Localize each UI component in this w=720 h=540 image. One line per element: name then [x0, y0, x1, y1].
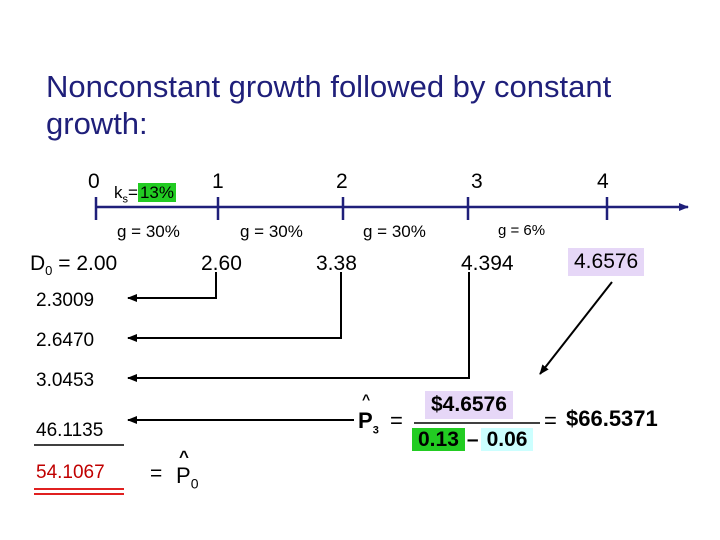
formula-required-return: 0.13: [412, 428, 465, 451]
terminal-value-arrow: [539, 281, 613, 375]
pv-d2: 2.6470: [36, 330, 95, 351]
formula-p3-hat: ^: [362, 391, 371, 407]
period-label-2: 2: [336, 170, 348, 193]
dividend-d1: 2.60: [201, 252, 242, 275]
pv-d1: 2.3009: [36, 290, 95, 311]
period-label-1: 1: [212, 170, 224, 193]
dividend-d0: D0 = 2.00: [30, 252, 118, 279]
discount-arrow-1: [127, 272, 217, 302]
discount-arrow-2: [127, 272, 342, 342]
growth-label-2: g = 30%: [240, 222, 303, 241]
formula-denominator: 0.13–0.06: [412, 427, 534, 453]
growth-label-1: g = 30%: [117, 222, 180, 241]
growth-label-4: g = 6%: [498, 222, 546, 239]
period-label-0: 0: [88, 170, 100, 193]
formula-p3: P3: [358, 408, 379, 437]
formula-equals-1: =: [390, 408, 403, 433]
formula-numerator: $4.6576: [425, 391, 513, 419]
formula-growth-rate: 0.06: [480, 428, 534, 451]
dividend-d2: 3.38: [316, 252, 357, 275]
period-label-4: 4: [597, 170, 609, 193]
required-return-value: 13%: [137, 183, 176, 202]
dividend-d4: 4.6576: [568, 248, 645, 276]
formula-result: $66.5371: [566, 406, 658, 431]
dividend-d3: 4.394: [461, 252, 514, 275]
pv-d3: 3.0453: [36, 370, 95, 391]
formula-equals-2: =: [544, 408, 557, 433]
page-title: Nonconstant growth followed by constant …: [46, 69, 612, 141]
p0-symbol: P0: [176, 463, 199, 492]
discount-arrow-3: [127, 272, 470, 382]
total-equals: =: [150, 462, 163, 485]
growth-label-3: g = 30%: [363, 222, 426, 241]
pv-terminal: 46.1135: [36, 420, 104, 441]
stock-price-total: 54.1067: [36, 462, 105, 483]
required-return-label: ks= 13%: [114, 183, 176, 206]
p0-hat: ^: [179, 447, 189, 466]
period-label-3: 3: [471, 170, 483, 193]
